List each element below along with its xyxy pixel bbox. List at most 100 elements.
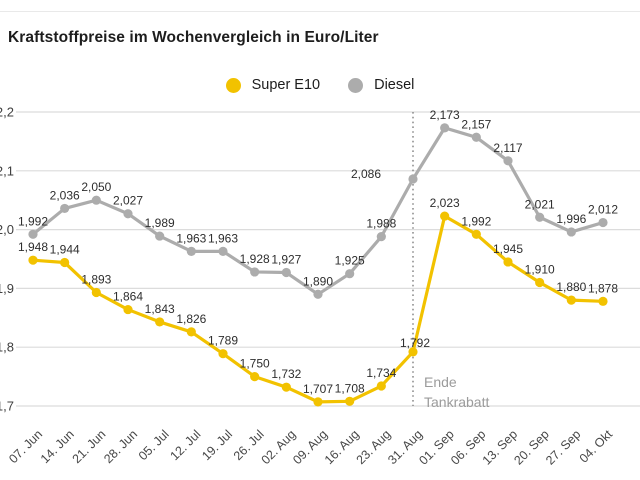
- super-e10-data-point-marker: [60, 257, 70, 268]
- diesel-data-point-marker: [376, 232, 386, 242]
- diesel-data-point-label: 1,890: [303, 274, 333, 288]
- super-e10-data-point-label: 1,707: [303, 382, 333, 396]
- super-e10-data-point-marker: [408, 347, 418, 357]
- diesel-data-point-marker: [60, 203, 70, 214]
- diesel-data-point-label: 2,021: [525, 197, 555, 211]
- annotation-tankrabatt: Tankrabatt: [424, 394, 489, 410]
- diesel-data-point-label: 1,996: [556, 212, 586, 226]
- diesel-data-point-label: 2,173: [430, 108, 460, 122]
- super-e10-data-point-marker: [471, 229, 481, 239]
- diesel-data-point-marker: [408, 174, 418, 184]
- diesel-data-point-marker: [535, 212, 545, 222]
- super-e10-data-point-marker: [313, 397, 323, 407]
- x-axis-tick-label: 28. Jun: [101, 427, 140, 466]
- chart-legend: Super E10 Diesel: [0, 77, 640, 93]
- diesel-swatch-icon: [348, 77, 364, 93]
- super-e10-data-point-marker: [28, 255, 38, 265]
- diesel-data-point-label: 1,963: [176, 231, 206, 245]
- y-axis-tick-label: 1,7: [0, 399, 14, 414]
- super-e10-data-point-marker: [440, 211, 450, 221]
- diesel-data-point-marker: [186, 246, 196, 256]
- super-e10-data-point-marker: [250, 372, 260, 382]
- legend-label-diesel: Diesel: [374, 77, 415, 93]
- super-e10-data-point-label: 1,944: [50, 243, 80, 257]
- x-axis-tick-label: 14. Jun: [38, 427, 77, 466]
- super-e10-data-point-label: 1,864: [113, 290, 143, 304]
- diesel-data-point-label: 1,925: [335, 254, 365, 268]
- diesel-data-point-marker: [218, 246, 228, 256]
- super-e10-data-point-label: 1,843: [145, 302, 175, 316]
- super-e10-data-point-marker: [218, 349, 228, 359]
- super-e10-data-point-marker: [91, 287, 101, 298]
- super-e10-data-point-label: 1,910: [525, 263, 555, 277]
- super-e10-data-point-marker: [535, 277, 545, 288]
- diesel-data-point-label: 2,157: [461, 117, 491, 131]
- super-e10-data-point-marker: [598, 296, 608, 306]
- diesel-data-point-label: 1,928: [240, 252, 270, 266]
- super-e10-data-point-marker: [345, 396, 355, 406]
- diesel-data-point-marker: [123, 209, 133, 219]
- legend-item-diesel: Diesel: [348, 77, 414, 93]
- super-e10-data-point-label: 1,792: [400, 336, 430, 350]
- diesel-data-point-label: 2,036: [50, 188, 80, 202]
- super-e10-data-point-marker: [566, 295, 576, 305]
- diesel-data-point-marker: [598, 217, 608, 228]
- x-axis-tick-label: 23. Aug: [354, 427, 394, 467]
- x-axis-tick-label: 07. Jun: [6, 427, 45, 466]
- top-divider: [0, 11, 640, 12]
- super-e10-data-point-label: 1,826: [176, 312, 206, 326]
- diesel-data-point-label: 2,086: [351, 167, 381, 181]
- super-e10-data-point-label: 1,948: [18, 240, 48, 254]
- x-axis-tick-label: 05. Jul: [136, 427, 172, 463]
- super-e10-data-point-label: 1,878: [588, 281, 618, 295]
- diesel-data-point-label: 1,963: [208, 231, 238, 245]
- diesel-data-point-label: 1,989: [145, 216, 175, 230]
- diesel-data-point-label: 1,927: [271, 253, 301, 267]
- diesel-data-point-marker: [440, 123, 450, 133]
- super-e10-data-point-marker: [123, 304, 133, 315]
- x-axis-tick-label: 02. Aug: [259, 427, 299, 467]
- chart-title: Kraftstoffpreise im Wochenvergleich in E…: [8, 29, 379, 46]
- diesel-data-point-marker: [91, 195, 101, 205]
- super-e10-data-point-marker: [376, 381, 386, 391]
- super-e10-data-point-marker: [503, 257, 513, 267]
- x-axis-tick-label: 27. Sep: [543, 427, 583, 467]
- super-e10-data-point-label: 1,732: [271, 367, 301, 381]
- diesel-data-point-marker: [28, 229, 38, 239]
- diesel-data-point-label: 2,012: [588, 203, 618, 217]
- diesel-data-point-marker: [471, 132, 481, 142]
- diesel-data-point-label: 1,992: [18, 214, 48, 228]
- x-axis-tick-label: 19. Jul: [199, 427, 235, 463]
- annotation-ende: Ende: [424, 374, 457, 390]
- diesel-data-point-label: 2,117: [493, 141, 522, 155]
- x-axis-tick-label: 09. Aug: [290, 427, 330, 467]
- x-axis-tick-label: 21. Jun: [70, 427, 109, 466]
- diesel-data-point-marker: [313, 289, 323, 299]
- y-axis-tick-label: 2,1: [0, 163, 14, 178]
- super-e10-data-point-marker: [155, 317, 165, 327]
- super-e10-swatch-icon: [225, 77, 241, 93]
- super-e10-data-point-marker: [186, 327, 196, 337]
- y-axis-tick-label: 1,8: [0, 340, 14, 355]
- super-e10-data-point-label: 1,880: [556, 280, 586, 294]
- y-axis-tick-label: 2,0: [0, 222, 14, 237]
- diesel-data-point-marker: [503, 156, 513, 166]
- legend-label-super-e10: Super E10: [251, 77, 321, 93]
- diesel-data-point-marker: [345, 269, 355, 279]
- diesel-data-point-marker: [281, 267, 291, 278]
- super-e10-data-point-label: 2,023: [430, 196, 460, 210]
- y-axis-tick-label: 1,9: [0, 281, 14, 296]
- legend-item-super-e10: Super E10: [225, 77, 321, 93]
- super-e10-data-point-label: 1,992: [461, 214, 491, 228]
- diesel-data-point-marker: [250, 267, 260, 277]
- super-e10-data-point-label: 1,734: [366, 366, 396, 380]
- super-e10-data-point-label: 1,893: [81, 273, 111, 287]
- diesel-data-point-label: 2,027: [113, 194, 143, 208]
- super-e10-data-point-label: 1,789: [208, 334, 238, 348]
- x-axis-tick-label: 12. Jul: [168, 427, 204, 463]
- y-axis-tick-label: 2,2: [0, 105, 14, 120]
- diesel-data-point-marker: [155, 231, 165, 241]
